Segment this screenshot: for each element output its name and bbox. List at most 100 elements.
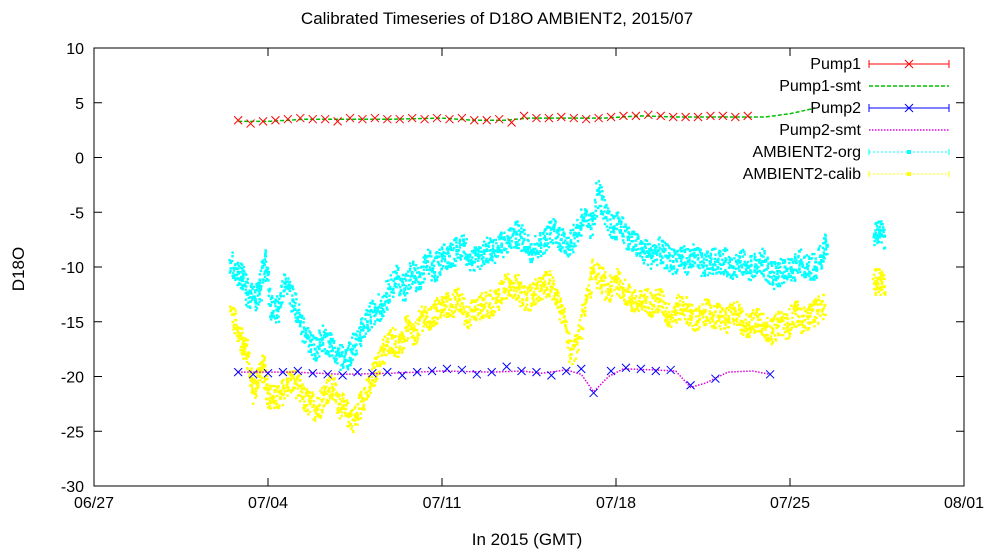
data-point [395, 272, 398, 275]
data-point [375, 374, 379, 377]
data-point [644, 246, 647, 250]
data-point [234, 318, 238, 322]
data-point [422, 265, 425, 268]
data-point [401, 273, 405, 277]
data-point [330, 333, 333, 336]
data-point [305, 389, 309, 393]
data-point [545, 249, 548, 252]
data-point [725, 274, 729, 278]
data-point [500, 282, 504, 285]
data-point-stroke [711, 374, 720, 384]
data-point [678, 303, 682, 306]
data-point [337, 349, 340, 353]
data-point [689, 311, 693, 314]
data-point [270, 295, 274, 298]
data-point [557, 227, 560, 230]
data-point [362, 405, 365, 409]
data-point [794, 257, 797, 260]
data-point [879, 293, 882, 297]
data-point [693, 328, 697, 332]
data-point [428, 327, 432, 331]
data-point [386, 337, 390, 341]
data-point [599, 212, 603, 215]
data-point [741, 273, 744, 276]
data-point [438, 251, 441, 255]
data-point [335, 357, 338, 360]
data-point [366, 394, 369, 397]
data-point [766, 258, 769, 261]
data-point [404, 339, 407, 342]
data-point [686, 247, 690, 251]
data-point [346, 413, 350, 417]
data-point [534, 293, 538, 296]
data-point [499, 237, 503, 240]
data-point [298, 374, 301, 377]
data-point [610, 284, 614, 288]
data-point [426, 255, 430, 258]
data-point [760, 312, 764, 316]
data-point [286, 380, 290, 384]
data-point [686, 303, 689, 306]
data-point [618, 294, 621, 297]
data-point [745, 272, 748, 275]
data-point [617, 277, 620, 280]
data-point [543, 244, 546, 248]
data-point [817, 295, 820, 298]
data-point [488, 315, 491, 318]
data-point [774, 278, 778, 282]
data-point [816, 312, 819, 316]
data-point [679, 246, 683, 250]
data-point [772, 282, 775, 285]
data-point [663, 267, 666, 270]
data-point-stroke [494, 114, 504, 124]
data-point [670, 268, 673, 271]
data-point [603, 298, 607, 301]
data-point [564, 251, 568, 254]
data-point [284, 280, 288, 283]
data-point-stroke [656, 111, 666, 121]
data-point [478, 250, 481, 253]
data-point [258, 282, 261, 286]
data-point [302, 317, 306, 320]
data-point [661, 244, 664, 248]
data-point [545, 244, 548, 247]
data-point [433, 279, 437, 283]
x-tick-label: 06/27 [74, 495, 114, 512]
data-point [289, 374, 293, 377]
data-point [527, 247, 530, 250]
data-point [493, 261, 497, 265]
data-point [508, 283, 512, 286]
data-point [470, 263, 474, 267]
data-point-stroke [556, 112, 566, 122]
data-point [598, 267, 601, 270]
data-point [592, 270, 596, 274]
data-point [232, 269, 236, 272]
data-point [706, 250, 709, 254]
data-point [628, 286, 632, 289]
data-point [326, 389, 330, 393]
data-point [494, 291, 498, 294]
data-point [534, 287, 537, 290]
data-point [335, 393, 338, 397]
data-point [408, 262, 412, 265]
data-point [564, 249, 567, 252]
data-point [608, 285, 612, 288]
data-point [391, 348, 395, 352]
data-point [285, 378, 289, 381]
data-point [388, 294, 391, 297]
data-point [236, 329, 239, 332]
data-point [703, 271, 706, 275]
data-point [294, 308, 297, 311]
data-point [824, 240, 828, 243]
data-point [359, 417, 363, 420]
data-point [724, 307, 728, 310]
data-point [325, 381, 328, 384]
data-point [485, 236, 489, 239]
data-point [679, 263, 683, 266]
data-point [318, 397, 321, 400]
data-point [633, 290, 637, 293]
data-point [424, 322, 427, 325]
data-point [452, 264, 455, 267]
data-point [541, 297, 544, 301]
data-point [619, 221, 623, 225]
